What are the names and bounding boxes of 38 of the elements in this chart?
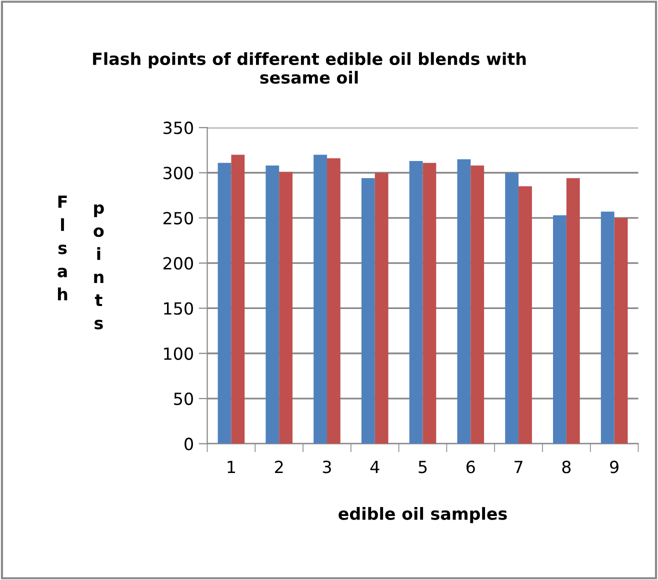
bar bbox=[231, 154, 245, 444]
bar bbox=[218, 162, 232, 444]
y-tick-label: 50 bbox=[174, 392, 193, 406]
bar bbox=[614, 218, 628, 444]
y-tick-label: 350 bbox=[164, 122, 193, 134]
bar bbox=[409, 161, 423, 444]
chart-title: Flash points of different edible oil blends with sesame oil bbox=[93, 52, 526, 84]
x-tick-label: 9 bbox=[610, 460, 618, 474]
x-tick-label: 1 bbox=[228, 460, 235, 474]
x-tick-label: 8 bbox=[562, 460, 571, 474]
bar bbox=[314, 154, 327, 444]
y-tick-label: 250 bbox=[163, 212, 193, 224]
bar bbox=[266, 166, 280, 444]
bar bbox=[566, 178, 580, 444]
bar bbox=[457, 159, 471, 444]
x-tick-label: 6 bbox=[466, 460, 475, 474]
bar bbox=[600, 212, 614, 444]
text: Flsah points bbox=[58, 196, 104, 330]
bar bbox=[279, 172, 293, 444]
x-tick-label: 7 bbox=[514, 460, 522, 474]
bar bbox=[422, 162, 436, 444]
bar bbox=[470, 166, 484, 444]
bar bbox=[361, 178, 375, 444]
y-tick-label: 300 bbox=[164, 166, 193, 180]
bar bbox=[505, 172, 519, 444]
bar bbox=[518, 186, 532, 444]
x-tick-label: 5 bbox=[418, 460, 427, 474]
bar bbox=[374, 172, 388, 444]
x-tick-label: 2 bbox=[275, 460, 283, 474]
bar bbox=[553, 215, 566, 444]
x-tick-label: 3 bbox=[322, 460, 331, 474]
x-axis-title: edible oil samples bbox=[338, 507, 507, 524]
y-tick-label: 0 bbox=[184, 438, 193, 450]
y-tick-label: 100 bbox=[164, 347, 193, 360]
bar bbox=[326, 158, 340, 444]
y-tick-label: 200 bbox=[163, 257, 193, 270]
y-tick-label: 150 bbox=[164, 302, 193, 315]
x-tick-label: 4 bbox=[370, 460, 380, 474]
